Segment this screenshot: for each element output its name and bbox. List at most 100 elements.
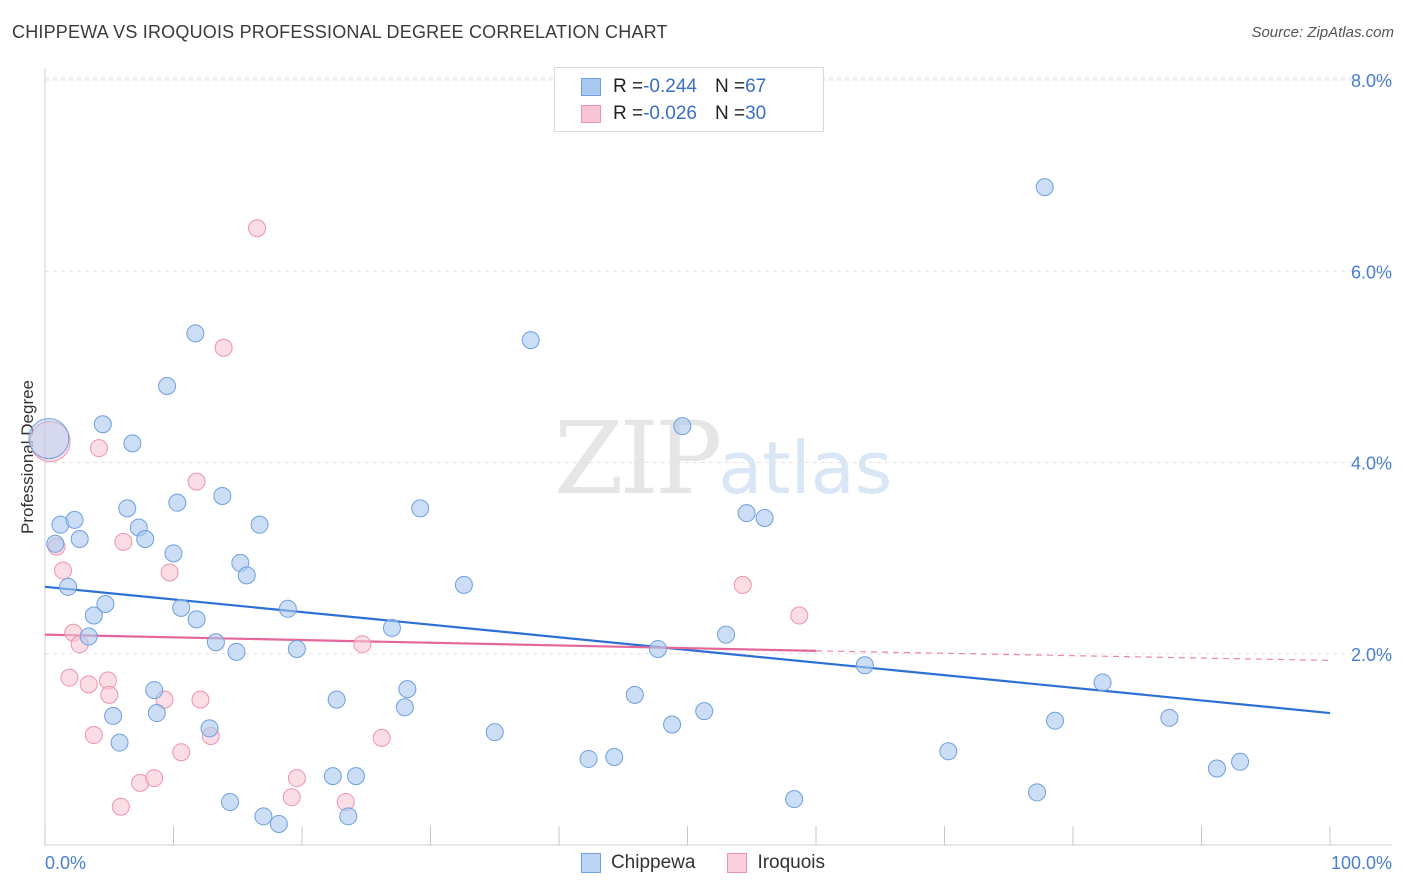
y-tick-label: 2.0% [1351, 645, 1392, 665]
chippewa-point [339, 807, 358, 826]
chippewa-point [737, 504, 756, 523]
legend-n-value: 30 [745, 103, 767, 124]
x-tick-label-max: 100.0% [1331, 853, 1392, 873]
iroquois-point [60, 668, 79, 687]
chippewa-point [346, 767, 365, 786]
series-legend: Chippewa Iroquois [0, 852, 1406, 874]
iroquois-point [145, 769, 164, 788]
chippewa-point [579, 749, 598, 768]
chippewa-point [278, 599, 297, 618]
legend-row-chippewa: R = -0.244 N = 67 [581, 74, 766, 100]
iroquois-trend-extension [815, 650, 1331, 662]
legend-label-iroquois: Iroquois [757, 852, 826, 873]
iroquois-trend-line [44, 633, 817, 652]
chippewa-point [398, 680, 417, 699]
iroquois-point [187, 472, 206, 491]
chippewa-point [250, 515, 269, 534]
y-tick-label: 4.0% [1351, 454, 1392, 474]
chippewa-point [79, 627, 98, 646]
legend-item-iroquois[interactable]: Iroquois [727, 852, 825, 874]
chippewa-point [186, 324, 205, 343]
iroquois-point [287, 769, 306, 788]
chippewa-point [46, 534, 65, 553]
chippewa-point [96, 595, 115, 614]
chippewa-point [673, 417, 692, 436]
chippewa-point [1093, 673, 1112, 692]
chippewa-point [221, 792, 240, 811]
legend-r-value: -0.244 [643, 76, 697, 97]
chippewa-point [237, 566, 256, 585]
chippewa-point [287, 639, 306, 658]
chippewa-point [323, 767, 342, 786]
chippewa-point [1035, 178, 1054, 197]
chippewa-point [1046, 711, 1065, 730]
tick-labels: 2.0% 4.0% 6.0% 8.0% 0.0% 100.0% [45, 71, 1392, 873]
data-points [28, 178, 1250, 833]
chippewa-point [187, 610, 206, 629]
legend-swatch-iroquois [727, 853, 748, 873]
legend-item-chippewa[interactable]: Chippewa [580, 852, 696, 874]
watermark-atlas: atlas [718, 426, 893, 510]
chippewa-point [521, 331, 540, 350]
legend-r-label: R = [613, 76, 644, 97]
iroquois-point [790, 606, 809, 625]
trend-lines [44, 585, 1331, 715]
chippewa-point [84, 606, 103, 625]
chippewa-point [382, 618, 401, 637]
chart-title: CHIPPEWA VS IROQUOIS PROFESSIONAL DEGREE… [12, 22, 668, 42]
legend-swatch-iroquois [581, 105, 601, 123]
chippewa-point [663, 715, 682, 734]
legend-n-value: 67 [745, 76, 767, 97]
chippewa-point [648, 639, 667, 658]
chippewa-point [145, 681, 164, 700]
chippewa-point [213, 486, 232, 505]
chippewa-point [855, 656, 874, 675]
chippewa-point [695, 702, 714, 721]
chippewa-point [147, 704, 166, 723]
chippewa-point [93, 415, 112, 434]
iroquois-point [53, 561, 72, 580]
iroquois-point [100, 685, 119, 704]
iroquois-point [248, 219, 267, 238]
chippewa-point [327, 690, 346, 709]
iroquois-point [111, 797, 130, 816]
iroquois-point [733, 575, 752, 594]
iroquois-point [89, 439, 108, 458]
iroquois-point [372, 728, 391, 747]
chippewa-point [1028, 783, 1047, 802]
iroquois-point [172, 743, 191, 762]
chippewa-point [118, 499, 137, 518]
chippewa-point [70, 530, 89, 548]
legend-label-chippewa: Chippewa [610, 852, 696, 873]
chippewa-point [1160, 708, 1179, 727]
legend-n-label: N = [714, 76, 746, 97]
chippewa-trend-line [44, 585, 1331, 715]
chippewa-point [254, 807, 273, 826]
chippewa-point [454, 575, 473, 594]
chippewa-point [172, 598, 191, 617]
iroquois-point [160, 563, 179, 582]
chippewa-point [200, 719, 219, 738]
chippewa-point [168, 493, 187, 512]
legend-swatch-chippewa [580, 853, 601, 873]
chippewa-point [395, 698, 414, 717]
axes [44, 68, 1392, 846]
legend-n-label: N = [714, 103, 746, 124]
legend-row-iroquois: R = -0.026 N = 30 [581, 101, 766, 127]
watermark: ZIPatlas [554, 400, 892, 517]
iroquois-point [191, 690, 210, 709]
iroquois-point [79, 675, 98, 694]
chippewa-point [110, 733, 129, 752]
source-label: Source: ZipAtlas.com [1251, 24, 1394, 41]
iroquois-point [84, 726, 103, 745]
chippewa-point [605, 748, 624, 767]
x-tick-label-min: 0.0% [45, 853, 86, 873]
chippewa-point [785, 790, 804, 809]
watermark-zip: ZIP [554, 400, 722, 517]
chippewa-point [28, 418, 70, 460]
chippewa-point [755, 508, 774, 527]
chippewa-point [59, 577, 78, 596]
chippewa-point [65, 510, 84, 529]
legend-r-label: R = [613, 103, 644, 124]
